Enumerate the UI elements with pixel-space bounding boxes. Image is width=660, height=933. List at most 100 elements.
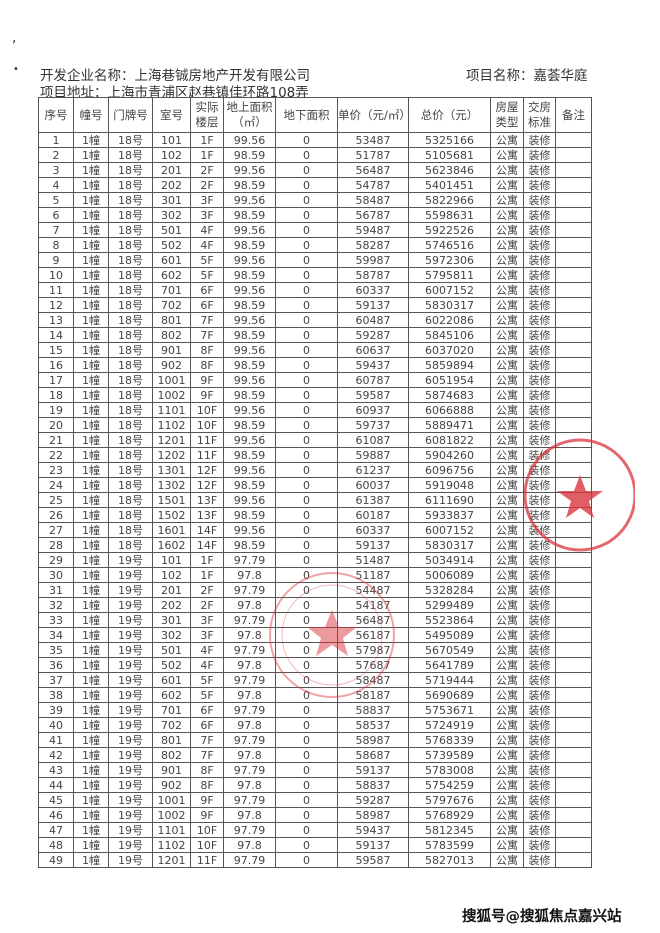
table-cell: 18号 [108,207,153,223]
table-cell [555,612,592,628]
table-cell: 5768929 [408,807,491,823]
table-cell: 99.56 [223,372,276,388]
column-header: 总价（元） [408,97,491,133]
table-cell: 公寓 [490,252,524,268]
table-cell: 1幢 [73,357,109,373]
table-cell: 装修 [523,612,556,628]
table-cell: 18号 [108,162,153,178]
table-row: 41 1幢 19号 801 7F 97.79 0 58987 5768339 公寓 装修 [38,732,592,748]
table-cell: 0 [275,432,338,448]
table-cell: 0 [275,777,338,793]
table-cell: 19号 [108,657,153,673]
table-cell: 6007152 [408,282,491,298]
table-cell [555,807,592,823]
table-cell: 19号 [108,837,153,853]
table-cell: 装修 [523,492,556,508]
table-cell: 18号 [108,132,153,148]
table-row: 13 1幢 18号 801 7F 99.56 0 60487 6022086 公寓 装修 [38,312,592,328]
table-cell: 59137 [337,837,409,853]
table-cell: 0 [275,612,338,628]
table-cell: 701 [152,282,191,298]
table-cell: 0 [275,702,338,718]
table-row: 4 1幢 18号 202 2F 98.59 0 54787 5401451 公寓 装修 [38,177,592,193]
table-cell: 0 [275,762,338,778]
table-cell: 0 [275,147,338,163]
table-cell: 10F [190,822,224,838]
table-cell: 102 [152,567,191,583]
table-cell: 6111690 [408,492,491,508]
table-cell: 装修 [523,597,556,613]
table-cell: 公寓 [490,342,524,358]
table-cell: 97.8 [223,747,276,763]
table-cell: 702 [152,717,191,733]
table-cell: 公寓 [490,432,524,448]
table-cell: 11 [38,282,74,298]
table-row: 12 1幢 18号 702 6F 98.59 0 59137 5830317 公寓 装修 [38,297,592,313]
table-cell: 56487 [337,612,409,628]
table-cell: 56787 [337,207,409,223]
table-cell: 装修 [523,747,556,763]
column-header: 地下面积 [275,97,338,133]
table-cell: 公寓 [490,807,524,823]
table-cell: 51187 [337,567,409,583]
table-cell: 20 [38,417,74,433]
table-cell: 51787 [337,147,409,163]
table-cell: 19 [38,402,74,418]
table-cell: 15 [38,342,74,358]
table-cell: 58837 [337,777,409,793]
table-cell: 5401451 [408,177,491,193]
table-cell: 5006089 [408,567,491,583]
table-cell [555,507,592,523]
table-cell: 1F [190,132,224,148]
table-cell: 5919048 [408,477,491,493]
table-row: 22 1幢 18号 1202 11F 98.59 0 59887 5904260 公寓 装修 [38,447,592,463]
table-cell [555,687,592,703]
table-cell: 22 [38,447,74,463]
table-cell: 18号 [108,507,153,523]
table-cell: 59737 [337,417,409,433]
table-cell: 25 [38,492,74,508]
table-cell [555,747,592,763]
table-cell: 1幢 [73,192,109,208]
table-cell: 1幢 [73,297,109,313]
table-cell: 4F [190,642,224,658]
table-cell: 59587 [337,852,409,868]
table-cell: 10 [38,267,74,283]
table-cell: 公寓 [490,132,524,148]
table-cell: 59137 [337,297,409,313]
table-cell: 60187 [337,507,409,523]
table-cell: 97.79 [223,642,276,658]
table-cell: 36 [38,657,74,673]
table-cell: 1幢 [73,162,109,178]
table-cell: 装修 [523,177,556,193]
table-cell: 1幢 [73,312,109,328]
table-cell: 21 [38,432,74,448]
table-cell: 18号 [108,492,153,508]
table-cell: 502 [152,237,191,253]
table-cell: 0 [275,597,338,613]
table-cell: 97.79 [223,822,276,838]
table-cell [555,252,592,268]
table-cell: 公寓 [490,147,524,163]
table-cell: 1幢 [73,597,109,613]
table-cell: 公寓 [490,567,524,583]
table-cell: 5F [190,672,224,688]
table-cell: 97.8 [223,777,276,793]
table-cell: 8F [190,342,224,358]
table-cell: 公寓 [490,552,524,568]
table-cell: 19号 [108,642,153,658]
table-cell: 公寓 [490,747,524,763]
table-cell: 公寓 [490,162,524,178]
table-cell: 公寓 [490,507,524,523]
table-cell: 装修 [523,642,556,658]
table-row: 17 1幢 18号 1001 9F 99.56 0 60787 6051954 公寓 装修 [38,372,592,388]
table-cell: 39 [38,702,74,718]
table-cell: 57987 [337,642,409,658]
table-cell: 5812345 [408,822,491,838]
table-cell: 28 [38,537,74,553]
table-cell: 公寓 [490,327,524,343]
table-cell: 61237 [337,462,409,478]
table-cell: 1301 [152,462,191,478]
table-cell: 61387 [337,492,409,508]
table-row: 11 1幢 18号 701 6F 99.56 0 60337 6007152 公寓 装修 [38,282,592,298]
